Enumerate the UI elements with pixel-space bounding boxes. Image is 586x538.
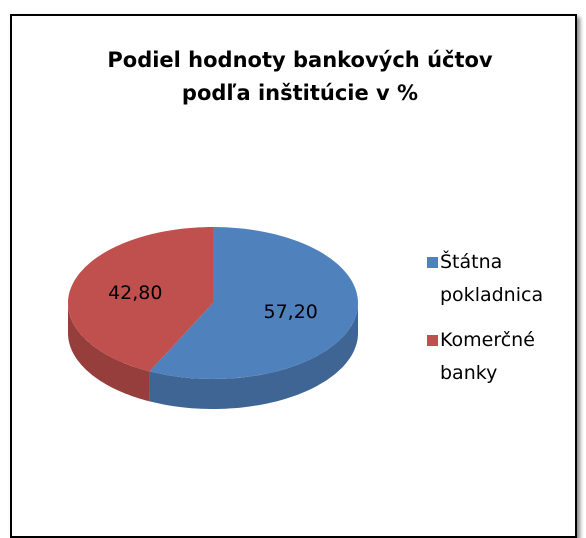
chart-title: Podiel hodnoty bankových účtov podľa inš… (107, 48, 493, 105)
data-label: 42,80 (108, 282, 162, 304)
data-label: 57,20 (264, 301, 318, 323)
pie-slice (149, 227, 358, 379)
legend-label: Štátna pokladnica (440, 251, 544, 306)
pie-slice (68, 227, 213, 372)
pie-slice-side (68, 303, 150, 402)
legend-swatch (427, 257, 438, 268)
legend-label: Komerčné banky (440, 329, 535, 384)
pie-slice-side (149, 303, 358, 409)
chart: 57,20 42,80 (68, 227, 358, 409)
page: Podiel hodnoty bankových účtov podľa inš… (10, 14, 577, 538)
legend-swatch (427, 335, 438, 346)
